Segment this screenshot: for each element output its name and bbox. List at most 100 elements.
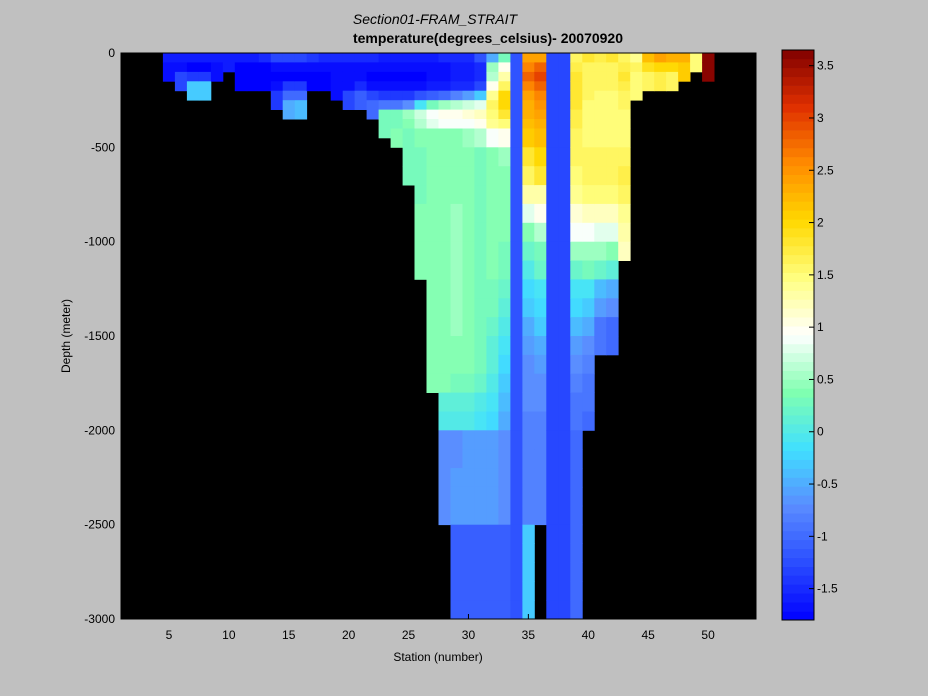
- colorbar-band: [782, 139, 814, 149]
- heatmap-cell: [426, 336, 439, 356]
- heatmap-cell: [462, 373, 475, 393]
- heatmap-cell: [462, 279, 475, 299]
- heatmap-cell: [282, 100, 296, 120]
- heatmap-cell: [186, 81, 200, 101]
- heatmap-cell: [618, 222, 631, 243]
- colorbar-band: [782, 76, 814, 86]
- heatmap-cell: [498, 581, 511, 601]
- heatmap-cell: [402, 128, 415, 148]
- heatmap-cell: [282, 90, 296, 101]
- heatmap-cell: [582, 109, 595, 120]
- colorbar-tick-label: 0.5: [817, 372, 834, 386]
- heatmap-cell: [462, 317, 475, 337]
- heatmap-cell: [618, 128, 631, 148]
- heatmap-cell: [534, 241, 547, 261]
- heatmap-cell: [534, 147, 547, 167]
- heatmap-cell: [426, 260, 439, 280]
- heatmap-cell: [498, 430, 511, 450]
- heatmap-cell: [498, 449, 511, 469]
- heatmap-cell: [450, 62, 463, 73]
- colorbar-band: [782, 343, 814, 354]
- colorbar-band: [782, 548, 814, 558]
- heatmap-cell: [378, 71, 391, 82]
- heatmap-cell: [486, 128, 499, 148]
- heatmap-cell: [522, 185, 535, 205]
- colorbar-band: [782, 326, 814, 336]
- heatmap-cell: [318, 71, 332, 92]
- heatmap-cell: [462, 81, 475, 92]
- heatmap-cell: [486, 166, 499, 186]
- heatmap-cell: [486, 411, 499, 431]
- heatmap-cell: [510, 241, 523, 337]
- heatmap-cell: [198, 62, 212, 73]
- heatmap-cell: [582, 128, 595, 148]
- heatmap-cell: [294, 71, 308, 82]
- heatmap-cell: [414, 53, 427, 63]
- heatmap-cell: [618, 119, 631, 129]
- heatmap-cell: [582, 354, 595, 375]
- heatmap-cell: [438, 62, 451, 73]
- heatmap-cell: [438, 222, 451, 243]
- colorbar-band: [782, 415, 814, 425]
- heatmap-cell: [474, 298, 487, 318]
- heatmap-cell: [366, 71, 379, 82]
- heatmap-cell: [486, 524, 499, 544]
- heatmap-cell: [462, 392, 475, 412]
- heatmap-cell: [462, 562, 475, 582]
- heatmap-cell: [654, 71, 667, 92]
- heatmap-cell: [570, 109, 583, 120]
- heatmap-cell: [582, 62, 595, 73]
- heatmap-cell: [438, 53, 451, 63]
- heatmap-cell: [486, 100, 499, 110]
- heatmap-cell: [174, 71, 188, 92]
- heatmap-cell: [174, 53, 188, 63]
- colorbar-band: [782, 228, 814, 238]
- colorbar-band: [782, 103, 814, 113]
- heatmap-cell: [534, 336, 547, 356]
- heatmap-cell: [534, 317, 547, 337]
- heatmap-cell: [498, 505, 511, 526]
- heatmap-cell: [594, 185, 607, 205]
- heatmap-cell: [474, 411, 487, 431]
- heatmap-cell: [462, 166, 475, 186]
- heatmap-cell: [270, 62, 284, 73]
- heatmap-cell: [462, 147, 475, 167]
- heatmap-cell: [522, 411, 535, 431]
- heatmap-cell: [474, 486, 487, 507]
- heatmap-cell: [450, 128, 463, 148]
- heatmap-cell: [414, 128, 427, 148]
- colorbar-band: [782, 58, 814, 69]
- heatmap-cell: [438, 298, 451, 318]
- heatmap-cell: [618, 109, 631, 120]
- heatmap-cell: [522, 392, 535, 412]
- heatmap-cell: [438, 71, 451, 82]
- x-tick-label: 45: [641, 628, 655, 642]
- colorbar-band: [782, 522, 814, 532]
- heatmap-cell: [534, 279, 547, 299]
- heatmap-cell: [498, 241, 511, 261]
- heatmap-cell: [450, 222, 463, 243]
- heatmap-cell: [570, 600, 583, 620]
- heatmap-cell: [546, 430, 559, 525]
- heatmap-cell: [486, 430, 499, 450]
- heatmap-cell: [522, 71, 535, 82]
- heatmap-cell: [498, 468, 511, 488]
- heatmap-cell: [234, 71, 248, 92]
- heatmap-cell: [498, 109, 511, 120]
- heatmap-cell: [282, 71, 296, 82]
- colorbar-band: [782, 156, 814, 167]
- heatmap-cell: [270, 81, 284, 92]
- heatmap-cell: [426, 62, 439, 73]
- heatmap-cell: [618, 203, 631, 224]
- heatmap-cell: [462, 71, 475, 82]
- heatmap-cell: [450, 298, 463, 318]
- x-tick-label: 10: [222, 628, 236, 642]
- heatmap-cell: [474, 185, 487, 205]
- heatmap-cell: [534, 71, 547, 82]
- heatmap-cell: [558, 147, 571, 242]
- colorbar-ticks: -1.5 -1 -0.5 0 0.5 1 1.5 2 2.5 3 3.5: [809, 59, 838, 596]
- heatmap-cell: [498, 62, 511, 73]
- heatmap-cell: [582, 100, 595, 110]
- heatmap-cell: [366, 100, 379, 120]
- heatmap-cell: [498, 392, 511, 412]
